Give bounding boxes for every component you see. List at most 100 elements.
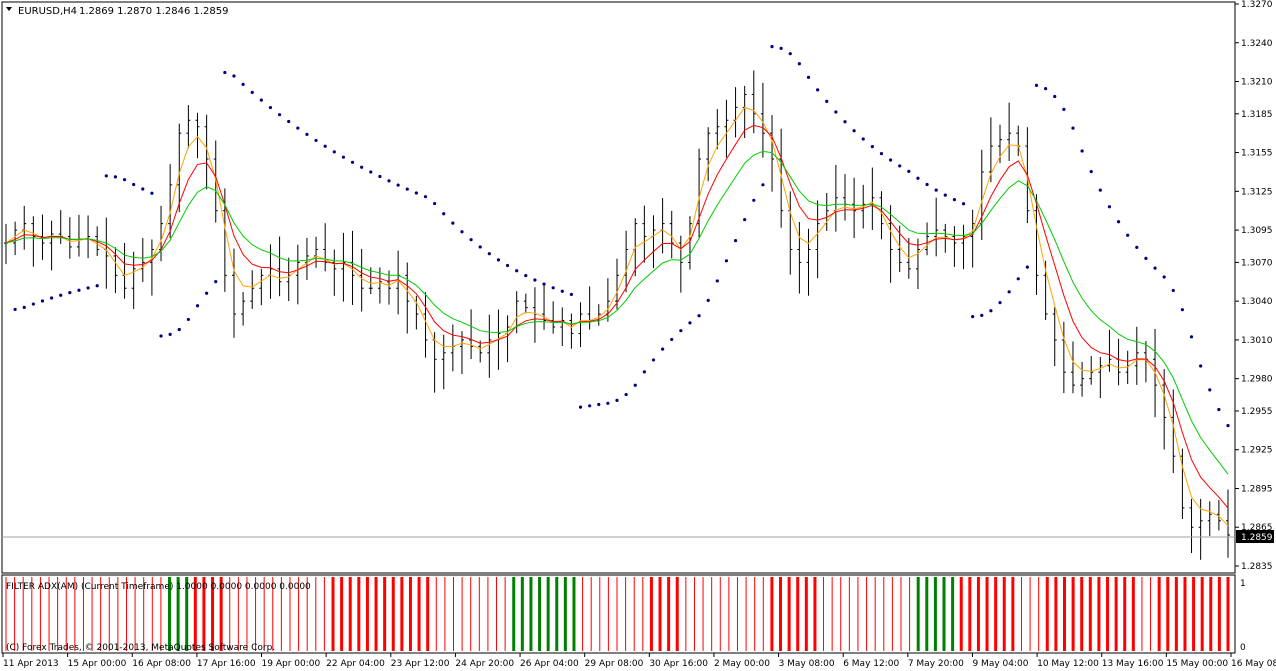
- sar-dot: [68, 291, 72, 295]
- sar-dot: [478, 245, 482, 249]
- sar-dot: [341, 155, 346, 159]
- price-bar: [250, 270, 255, 309]
- sar-dot: [314, 138, 318, 143]
- sar-dot: [369, 170, 373, 174]
- price-bar: [359, 248, 364, 312]
- sar-dot: [159, 334, 163, 338]
- sar-dot: [1053, 94, 1057, 99]
- price-tick-label: 1.3270: [1241, 0, 1273, 10]
- ma-mid-line: [5, 124, 1229, 509]
- sar-dot: [925, 182, 929, 187]
- sar-dot: [1171, 288, 1175, 293]
- sar-dot: [706, 298, 710, 302]
- sar-dot: [122, 178, 127, 182]
- chart-menu-arrow-icon[interactable]: [6, 7, 12, 11]
- sar-dot: [250, 90, 254, 95]
- sar-dot: [1016, 277, 1020, 281]
- sar-dot: [1226, 423, 1230, 428]
- sar-dot: [104, 174, 108, 178]
- price-bar: [67, 217, 72, 259]
- sar-dot: [40, 299, 45, 303]
- time-tick-label: 23 Apr 12:00: [391, 659, 450, 669]
- sar-dot: [1199, 364, 1203, 368]
- price-tick-label: 1.2835: [1241, 562, 1273, 572]
- sar-dot: [633, 383, 637, 387]
- sar-dot: [1107, 205, 1112, 209]
- price-bar: [934, 197, 939, 257]
- price-bar: [478, 340, 483, 363]
- price-bar: [204, 114, 209, 190]
- sar-dot: [898, 164, 902, 168]
- price-bar: [642, 205, 647, 263]
- sar-dot: [442, 212, 446, 216]
- sar-dot: [1126, 233, 1130, 237]
- sar-dot: [86, 286, 90, 290]
- price-bar: [1180, 448, 1185, 520]
- time-tick-label: 6 May 12:00: [843, 659, 899, 669]
- price-bar: [687, 216, 692, 270]
- price-bar: [560, 307, 565, 347]
- price-tick-label: 1.2955: [1241, 407, 1273, 417]
- sar-dot: [980, 313, 984, 317]
- price-bar: [1189, 498, 1194, 553]
- sar-dot: [223, 70, 227, 75]
- price-bar: [615, 258, 619, 310]
- sar-dot: [606, 401, 610, 405]
- sar-dot: [405, 187, 409, 191]
- price-bar: [259, 268, 264, 306]
- sar-dot: [788, 52, 792, 56]
- indicator-title: FILTER ADX(AM) (Current Timeframe) 1.000…: [6, 582, 311, 592]
- price-bar: [49, 220, 54, 271]
- price-bar: [925, 222, 930, 256]
- sar-dot: [460, 230, 464, 234]
- sar-dot: [816, 88, 820, 92]
- price-bar: [368, 267, 373, 295]
- time-tick-label: 10 May 12:00: [1037, 659, 1099, 669]
- price-bar: [405, 262, 410, 334]
- time-tick-label: 19 Apr 00:00: [262, 659, 321, 669]
- price-bar: [31, 216, 36, 267]
- price-bar: [1089, 355, 1094, 385]
- price-bar: [523, 293, 528, 314]
- sar-dot: [414, 191, 418, 195]
- price-bar: [970, 209, 975, 268]
- sar-dot: [743, 218, 747, 222]
- sar-dot: [487, 252, 491, 256]
- sar-dot: [241, 82, 245, 86]
- sar-dot: [1180, 308, 1185, 312]
- time-tick-label: 11 Apr 2013: [3, 659, 59, 669]
- sar-dot: [59, 293, 63, 297]
- sar-dot: [825, 99, 829, 103]
- price-bar: [168, 164, 173, 239]
- sar-dot: [943, 193, 947, 197]
- sar-dot: [205, 291, 209, 295]
- sar-dot: [287, 119, 291, 124]
- time-tick-label: 7 May 20:00: [908, 659, 964, 669]
- price-tick-label: 1.3240: [1241, 39, 1273, 49]
- sar-dot: [724, 259, 729, 263]
- ohlc-readout: 1.2869 1.2870 1.2846 1.2859: [79, 6, 229, 17]
- sar-dot: [396, 183, 400, 187]
- sar-dot: [1062, 107, 1066, 112]
- sar-dot: [989, 309, 993, 313]
- price-bar: [387, 270, 392, 305]
- price-bar: [131, 251, 136, 310]
- sar-dot: [597, 402, 601, 407]
- sar-dot: [961, 202, 966, 206]
- sar-dot: [524, 273, 528, 278]
- price-bar: [1162, 369, 1167, 450]
- price-bar: [341, 232, 346, 302]
- price-bar: [295, 244, 300, 305]
- sar-dot: [1189, 335, 1194, 339]
- sar-dot: [1208, 388, 1212, 392]
- sar-dot: [332, 150, 336, 154]
- time-tick-label: 3 May 08:00: [779, 659, 835, 669]
- indicator-pane[interactable]: [1, 574, 1236, 654]
- sar-dot: [31, 302, 35, 306]
- price-tick-label: 1.3070: [1241, 258, 1273, 268]
- sar-dot: [615, 398, 619, 402]
- current-price-box: [1236, 530, 1274, 543]
- price-bar: [350, 230, 355, 305]
- price-bar: [149, 239, 154, 296]
